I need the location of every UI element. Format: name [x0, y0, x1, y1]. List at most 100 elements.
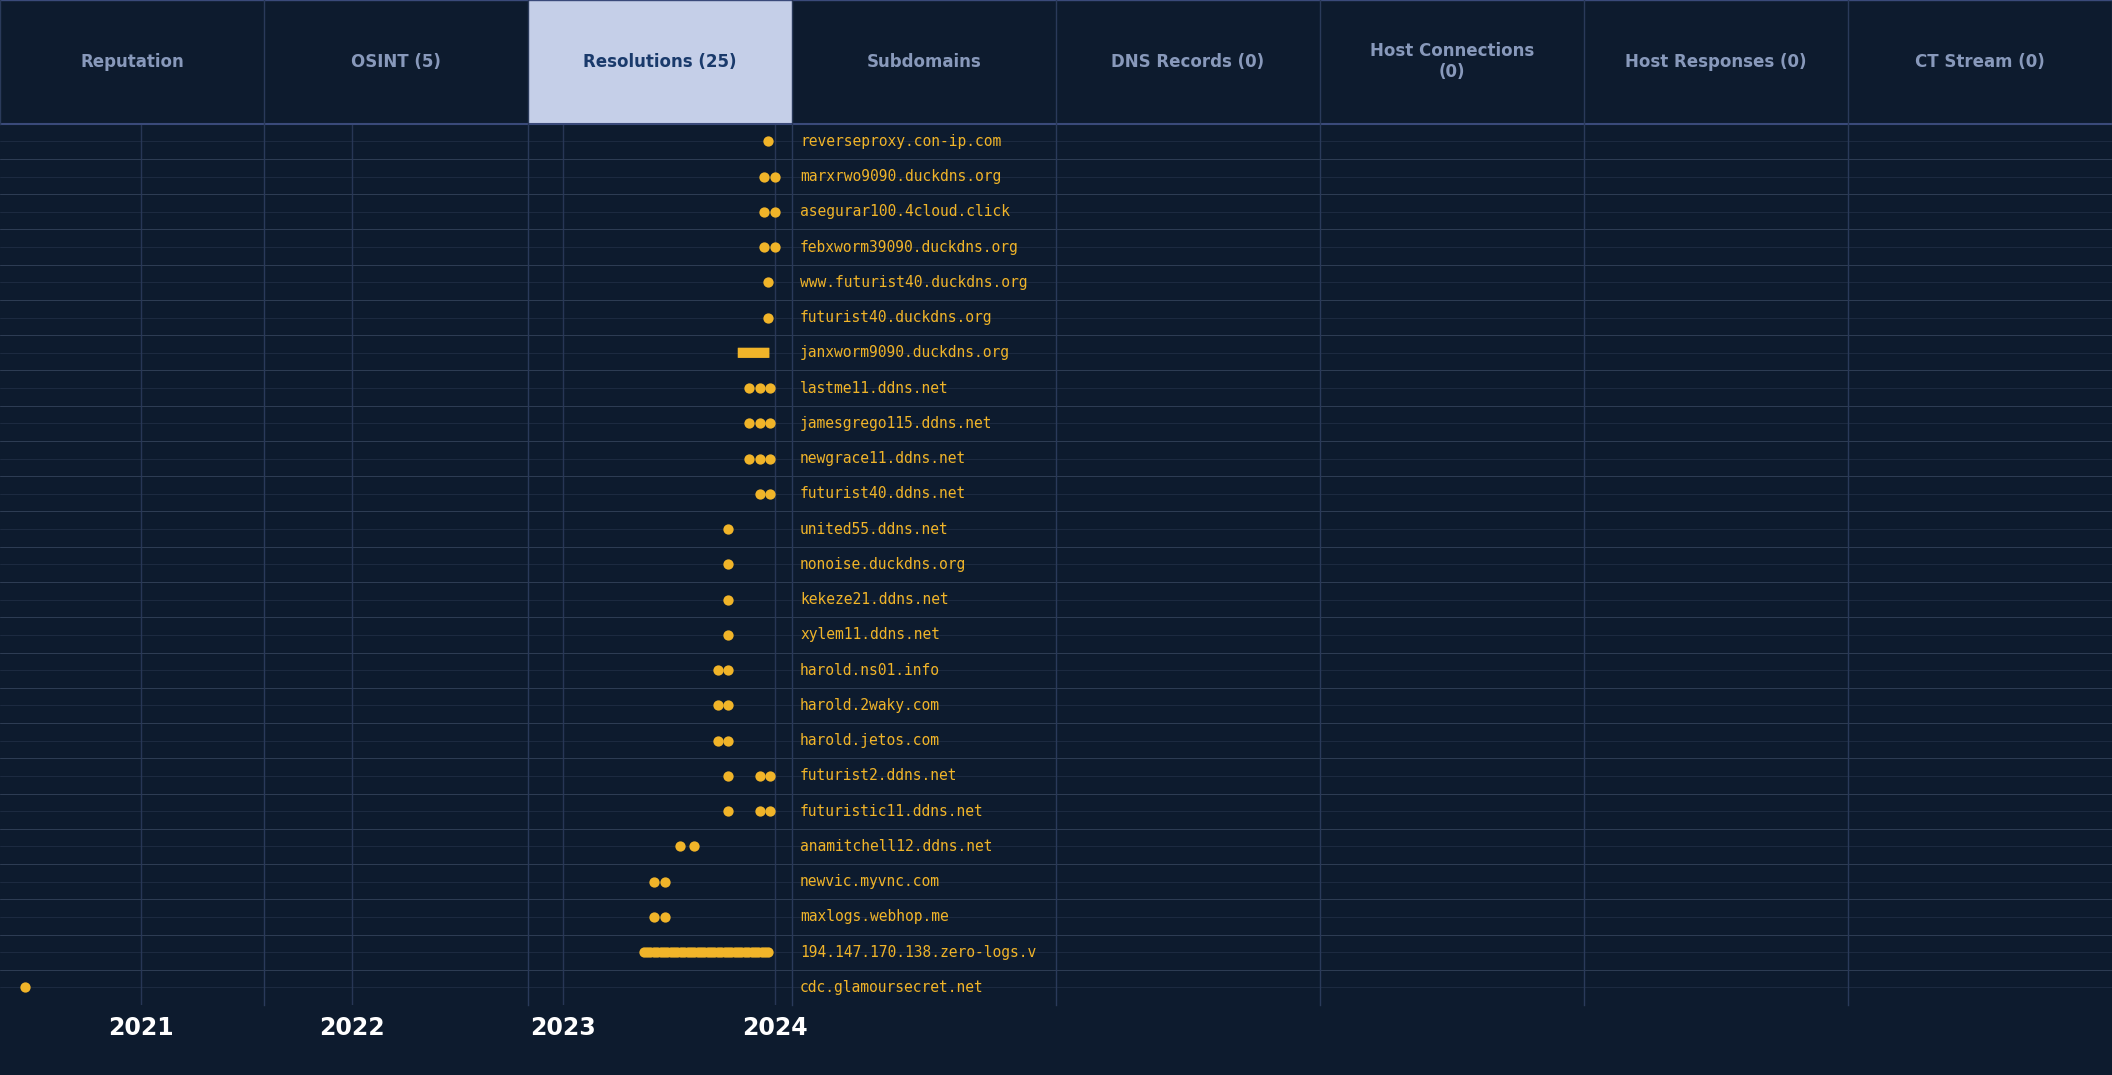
Point: [627, 944, 661, 961]
Point: [758, 203, 792, 220]
Point: [663, 837, 697, 855]
Point: [733, 450, 767, 468]
Point: [8, 979, 42, 997]
Text: futurist40.duckdns.org: futurist40.duckdns.org: [800, 310, 993, 325]
Point: [735, 944, 769, 961]
Point: [650, 944, 684, 961]
Text: reverseproxy.con-ip.com: reverseproxy.con-ip.com: [800, 133, 1001, 148]
Point: [712, 768, 746, 785]
Point: [638, 873, 672, 890]
Point: [754, 768, 788, 785]
Point: [743, 450, 777, 468]
Text: futurist40.ddns.net: futurist40.ddns.net: [800, 486, 967, 501]
Text: febxworm39090.duckdns.org: febxworm39090.duckdns.org: [800, 240, 1018, 255]
Point: [743, 803, 777, 820]
Point: [718, 944, 752, 961]
Text: Host Connections
(0): Host Connections (0): [1371, 42, 1533, 82]
Text: newvic.myvnc.com: newvic.myvnc.com: [800, 874, 940, 889]
Point: [748, 944, 781, 961]
Text: futurist2.ddns.net: futurist2.ddns.net: [800, 769, 957, 784]
Text: futuristic11.ddns.net: futuristic11.ddns.net: [800, 804, 984, 819]
Point: [657, 944, 691, 961]
Point: [712, 944, 746, 961]
Point: [712, 661, 746, 678]
Point: [638, 944, 672, 961]
Point: [678, 944, 712, 961]
Text: www.futurist40.duckdns.org: www.futurist40.duckdns.org: [800, 275, 1029, 290]
Text: lastme11.ddns.net: lastme11.ddns.net: [800, 381, 948, 396]
Point: [701, 732, 735, 749]
Point: [712, 520, 746, 538]
Point: [712, 591, 746, 608]
Point: [743, 379, 777, 397]
Text: nonoise.duckdns.org: nonoise.duckdns.org: [800, 557, 967, 572]
Point: [697, 944, 731, 961]
Point: [746, 944, 779, 961]
Point: [714, 944, 748, 961]
Text: OSINT (5): OSINT (5): [351, 53, 441, 71]
Text: CT Stream (0): CT Stream (0): [1916, 53, 2044, 71]
Text: cdc.glamoursecret.net: cdc.glamoursecret.net: [800, 980, 984, 995]
Text: Subdomains: Subdomains: [866, 53, 982, 71]
Point: [678, 837, 712, 855]
Point: [754, 450, 788, 468]
Text: maxlogs.webhop.me: maxlogs.webhop.me: [800, 909, 948, 924]
Point: [695, 944, 729, 961]
Text: DNS Records (0): DNS Records (0): [1111, 53, 1265, 71]
FancyBboxPatch shape: [737, 347, 769, 358]
Point: [680, 944, 714, 961]
Point: [712, 732, 746, 749]
Point: [752, 274, 786, 291]
Point: [743, 485, 777, 502]
Point: [640, 944, 674, 961]
Point: [743, 415, 777, 432]
Point: [729, 944, 762, 961]
Point: [752, 944, 786, 961]
Point: [743, 768, 777, 785]
Text: harold.jetos.com: harold.jetos.com: [800, 733, 940, 748]
Point: [701, 661, 735, 678]
Point: [703, 944, 737, 961]
Point: [754, 379, 788, 397]
Point: [720, 944, 754, 961]
Text: harold.ns01.info: harold.ns01.info: [800, 662, 940, 677]
Point: [748, 168, 781, 185]
Point: [684, 944, 718, 961]
Point: [689, 944, 722, 961]
Text: jamesgrego115.ddns.net: jamesgrego115.ddns.net: [800, 416, 993, 431]
Point: [648, 908, 682, 926]
Point: [737, 944, 771, 961]
Point: [701, 697, 735, 714]
Point: [733, 415, 767, 432]
Text: Resolutions (25): Resolutions (25): [583, 53, 737, 71]
Point: [672, 944, 705, 961]
Point: [691, 944, 724, 961]
Point: [733, 379, 767, 397]
Text: 194.147.170.138.zero-logs.v: 194.147.170.138.zero-logs.v: [800, 945, 1037, 960]
Point: [748, 239, 781, 256]
Text: asegurar100.4cloud.click: asegurar100.4cloud.click: [800, 204, 1010, 219]
Point: [712, 627, 746, 644]
Point: [754, 485, 788, 502]
Point: [758, 239, 792, 256]
Point: [731, 944, 765, 961]
Text: harold.2waky.com: harold.2waky.com: [800, 698, 940, 713]
Text: Reputation: Reputation: [80, 53, 184, 71]
Point: [758, 168, 792, 185]
Text: marxrwo9090.duckdns.org: marxrwo9090.duckdns.org: [800, 169, 1001, 184]
Point: [712, 556, 746, 573]
Point: [754, 415, 788, 432]
Point: [644, 944, 678, 961]
Point: [634, 944, 667, 961]
Point: [712, 697, 746, 714]
Point: [655, 944, 689, 961]
Point: [701, 944, 735, 961]
Text: Host Responses (0): Host Responses (0): [1626, 53, 1806, 71]
Point: [629, 944, 663, 961]
Point: [748, 203, 781, 220]
Point: [752, 309, 786, 326]
Point: [646, 944, 680, 961]
Text: janxworm9090.duckdns.org: janxworm9090.duckdns.org: [800, 345, 1010, 360]
Text: xylem11.ddns.net: xylem11.ddns.net: [800, 628, 940, 643]
Point: [661, 944, 695, 961]
